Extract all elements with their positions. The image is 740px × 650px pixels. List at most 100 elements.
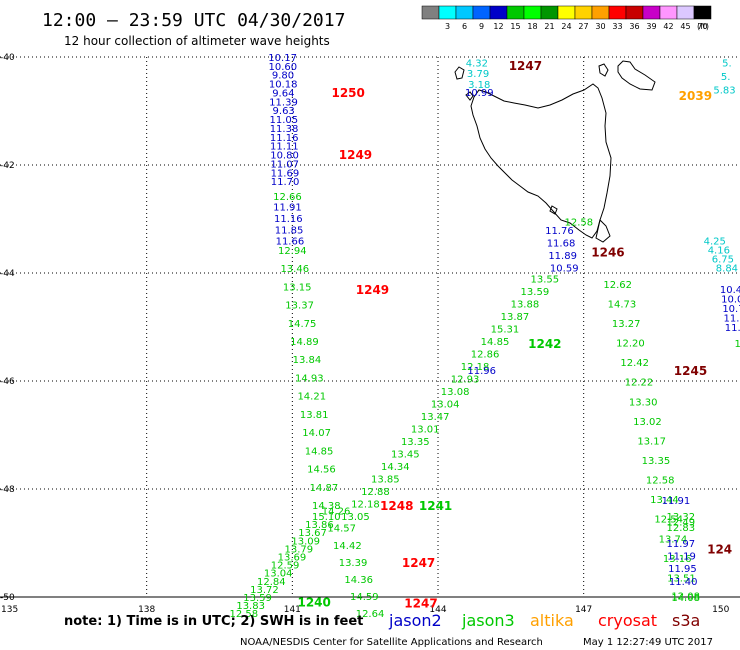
wave-height-reading: 13.39 xyxy=(339,558,368,569)
wave-height-reading: 10.60 xyxy=(268,62,297,73)
wave-height-reading: 10.59 xyxy=(550,264,579,275)
map-frame xyxy=(0,56,740,598)
wave-height-reading: 11.70 xyxy=(271,177,300,188)
wave-height-reading: 14.34 xyxy=(381,462,410,473)
pass-number: 1241 xyxy=(419,499,452,513)
wave-height-reading: 11.16 xyxy=(274,214,303,225)
footer-credit: NOAA/NESDIS Center for Satellite Applica… xyxy=(240,637,543,648)
wave-height-reading: 10.80 xyxy=(270,151,299,162)
pass-number: 1246 xyxy=(591,245,624,259)
wave-height-reading: 12.86 xyxy=(471,349,500,360)
wave-height-reading: 12.58 xyxy=(646,476,675,487)
wave-height-reading: 13.44 xyxy=(650,495,679,506)
pass-number: 1247 xyxy=(404,596,437,610)
wave-height-reading: 9.63 xyxy=(273,106,295,117)
wave-height-reading: 13.84 xyxy=(293,355,322,366)
pass-number: 1240 xyxy=(297,595,330,609)
scale-label: 70 xyxy=(697,22,707,31)
wave-height-reading: 8.84 xyxy=(716,264,738,275)
wave-height-reading: 13.67 xyxy=(298,528,327,539)
wave-height-reading: 4.32 xyxy=(466,58,488,69)
wave-height-reading: 6.75 xyxy=(712,255,734,266)
wave-height-reading: 14.38 xyxy=(312,501,341,512)
wave-height-reading: 4.25 xyxy=(704,237,726,248)
wave-height-reading: 13.47 xyxy=(421,412,450,423)
scale-swatch xyxy=(557,5,576,20)
wave-height-reading: 11.89 xyxy=(548,251,577,262)
wave-height-reading: 10.18 xyxy=(269,80,298,91)
scale-label: 3 xyxy=(445,22,450,31)
wave-height-reading: 14.26 xyxy=(322,507,351,518)
scale-swatch xyxy=(438,5,457,20)
wave-height-reading: 12.83 xyxy=(666,523,695,534)
scale-swatch xyxy=(693,5,712,20)
wave-height-reading: 11.19 xyxy=(667,552,696,563)
wave-height-reading: 11.11 xyxy=(270,142,299,153)
scale-label: 21 xyxy=(544,22,554,31)
scale-label: 9 xyxy=(479,22,484,31)
wave-height-reading: 13.35 xyxy=(401,437,430,448)
wave-height-reading: 11.96 xyxy=(467,366,496,377)
wave-height-reading: 12.58 xyxy=(229,609,258,620)
wave-height-reading: 12.18 xyxy=(461,362,490,373)
wave-height-reading: 13.86 xyxy=(305,520,334,531)
wave-height-reading: 10.78 xyxy=(722,304,740,315)
scale-swatch xyxy=(506,5,525,20)
pass-number: 124 xyxy=(707,542,732,556)
wave-height-reading: 13.83 xyxy=(236,601,265,612)
scale-swatch xyxy=(574,5,593,20)
wave-height-reading: 11.91 xyxy=(662,496,691,507)
pass-number: 1242 xyxy=(528,337,561,351)
scale-label: 6 xyxy=(462,22,467,31)
scale-label: 30 xyxy=(595,22,605,31)
wave-height-reading: 13.74 xyxy=(659,534,688,545)
scale-swatch xyxy=(455,5,474,20)
wave-height-reading: 12.62 xyxy=(603,280,632,291)
wave-height-reading: 13.17 xyxy=(637,436,666,447)
wave-height-reading: 13.88 xyxy=(511,299,540,310)
scale-swatch xyxy=(676,5,695,20)
scale-swatch xyxy=(625,5,644,20)
pass-number: 1247 xyxy=(402,556,435,570)
wave-height-reading: 14.36 xyxy=(344,575,373,586)
lon-label: 150 xyxy=(712,605,729,615)
wave-height-reading: 13.55 xyxy=(531,274,560,285)
wave-height-reading: 14.85 xyxy=(305,446,334,457)
wave-height-reading: 12.94 xyxy=(278,246,307,257)
wave-height-reading: 14.07 xyxy=(302,428,331,439)
wave-height-reading: 13.02 xyxy=(633,417,662,428)
lat-label: -46 xyxy=(0,377,15,387)
wave-height-reading: 15.10 xyxy=(312,512,341,523)
scale-label: 36 xyxy=(629,22,639,31)
scale-swatch xyxy=(523,5,542,20)
pass-number: 1248 xyxy=(380,499,413,513)
wave-height-reading: 12.58 xyxy=(565,218,594,229)
wave-height-reading: 11.66 xyxy=(276,237,305,248)
wave-height-reading: 12.22 xyxy=(625,378,654,389)
wave-height-reading: 9.80 xyxy=(272,71,294,82)
wave-height-reading: 12.42 xyxy=(620,358,649,369)
wave-height-reading: 13.37 xyxy=(285,301,314,312)
legend-cryosat: cryosat xyxy=(598,611,657,630)
wave-height-reading: 13.35 xyxy=(642,456,671,467)
legend-jason2: jason2 xyxy=(388,611,442,630)
pass-labels: 1247125012491249203912431246124212451241… xyxy=(297,59,732,610)
wave-height-reading: 13.01 xyxy=(411,424,440,435)
wave-height-reading: 11.91 xyxy=(273,203,302,214)
wave-height-reading: 11.85 xyxy=(275,225,304,236)
wave-height-reading: 13.79 xyxy=(284,544,313,555)
wave-height-reading: 11.76 xyxy=(545,226,574,237)
wave-height-reading: 13.04 xyxy=(431,399,460,410)
wave-height-reading: 14.75 xyxy=(288,319,317,330)
wave-height-reading: 14.87 xyxy=(310,483,339,494)
wave-height-reading: 14.08 xyxy=(671,593,700,604)
scale-label: 15 xyxy=(510,22,520,31)
scale-swatch xyxy=(489,5,508,20)
wave-height-reading: 11.05 xyxy=(270,115,299,126)
scale-swatch xyxy=(608,5,627,20)
wave-height-reading: 10.99 xyxy=(465,88,494,99)
wave-height-reading: 12.88 xyxy=(361,487,390,498)
scale-label: 45 xyxy=(680,22,690,31)
scale-swatch xyxy=(642,5,661,20)
